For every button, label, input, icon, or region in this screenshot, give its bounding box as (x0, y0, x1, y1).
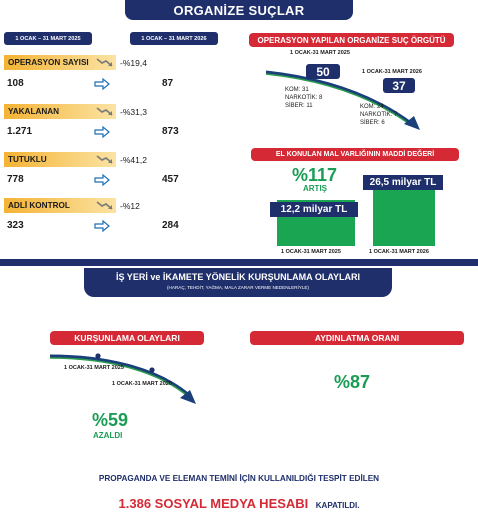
stat-change-arrested: -%41,2 (120, 155, 147, 165)
section2-title: İŞ YERİ ve İKAMETE YÖNELİK KURŞUNLAMA OL… (115, 272, 361, 282)
assets-left-date: 1 OCAK-31 MART 2025 (281, 249, 341, 255)
section-divider (0, 259, 478, 266)
assets-increase: %117 (292, 165, 338, 185)
footer-highlight: 1.386 SOSYAL MEDYA HESABI (118, 496, 309, 511)
stat-curr-operations: 87 (162, 78, 174, 89)
stat-curr-captured: 873 (162, 126, 179, 137)
stat-label-captured: YAKALANAN (4, 104, 116, 119)
assets-right-value: 26,5 milyar TL (363, 175, 443, 190)
down-trend-icon (96, 201, 113, 210)
assets-increase-label: ARTIŞ (303, 184, 327, 193)
stat-label-operations: OPERASYON SAYISI (4, 55, 116, 70)
stat-prev-operations: 108 (7, 78, 24, 89)
down-trend-icon (96, 58, 113, 67)
stat-label-judicial-control: ADLİ KONTROL (4, 198, 116, 213)
stat-prev-judicial-control: 323 (7, 220, 24, 231)
orgs-left-kom: KOM: 31 (285, 87, 309, 93)
section2-subtitle: (HARAÇ, TEHDİT, YAĞMA, MALA ZARAR VERME … (167, 285, 309, 290)
orgs-left-breakdown: KOM: 31 NARKOTİK: 8 SİBER: 11 (285, 86, 322, 110)
orgs-right-narkotik: NARKOTİK: 7 (360, 112, 398, 118)
arrow-right-icon (94, 78, 110, 90)
stat-curr-arrested: 457 (162, 174, 179, 185)
stat-change-operations: -%19,4 (120, 58, 147, 68)
orgs-right-breakdown: KOM: 24 NARKOTİK: 7 SİBER: 6 (360, 103, 397, 127)
stat-prev-arrested: 778 (7, 174, 24, 185)
orgs-left-value: 50 (306, 64, 340, 79)
orgs-left-narkotik: NARKOTİK: 8 (285, 95, 323, 101)
shooting-decrease: %59 (92, 410, 129, 430)
orgs-right-siber: SİBER: 6 (360, 120, 385, 126)
stat-label-arrested: TUTUKLU (4, 152, 116, 167)
shooting-title: KURŞUNLAMA OLAYLARI (50, 331, 204, 345)
orgs-right-date: 1 OCAK-31 MART 2026 (362, 69, 422, 75)
shooting-date-right: 1 OCAK-31 MART 2026 (112, 381, 172, 387)
clearance-title: AYDINLATMA ORANI (250, 331, 464, 345)
assets-bar-2026 (373, 186, 435, 246)
orgs-right-value: 37 (383, 78, 415, 93)
footer-suffix: KAPATILDI. (315, 501, 360, 510)
section2-header: İŞ YERİ ve İKAMETE YÖNELİK KURŞUNLAMA OL… (84, 268, 392, 297)
orgs-title: OPERASYON YAPILAN ORGANİZE SUÇ ÖRGÜTÜ (249, 33, 454, 47)
down-trend-icon (96, 107, 113, 116)
assets-right-date: 1 OCAK-31 MART 2026 (369, 249, 429, 255)
shooting-date-left: 1 OCAK-31 MART 2025 (64, 365, 124, 371)
arrow-right-icon (94, 174, 110, 186)
shooting-trend-arrow (49, 353, 196, 404)
stat-change-judicial-control: -%12 (120, 201, 140, 211)
orgs-left-date: 1 OCAK-31 MART 2025 (290, 50, 350, 56)
arrow-right-icon (94, 126, 110, 138)
stat-curr-judicial-control: 284 (162, 220, 179, 231)
down-trend-icon (96, 155, 113, 164)
orgs-left-siber: SİBER: 11 (285, 103, 313, 109)
stat-prev-captured: 1.271 (7, 126, 33, 137)
orgs-trend-arrow (265, 70, 420, 130)
period-right-label: 1 OCAK – 31 MART 2026 (130, 32, 218, 45)
assets-title: EL KONULAN MAL VARLIĞININ MADDİ DEĞERİ (251, 148, 459, 161)
arrow-right-icon (94, 220, 110, 232)
assets-left-value: 12,2 milyar TL (270, 202, 358, 217)
footer-line1: PROPAGANDA VE ELEMAN TEMİNİ İÇİN KULLANI… (98, 474, 380, 483)
period-left-label: 1 OCAK – 31 MART 2025 (4, 32, 92, 45)
clearance-value: %87 (334, 372, 371, 392)
footer-line2: 1.386 SOSYAL MEDYA HESABI KAPATILDI. (0, 495, 478, 513)
stat-change-captured: -%31,3 (120, 107, 147, 117)
page-title: ORGANİZE SUÇLAR (125, 0, 353, 20)
shooting-decrease-label: AZALDI (93, 431, 123, 440)
orgs-right-kom: KOM: 24 (360, 104, 384, 110)
